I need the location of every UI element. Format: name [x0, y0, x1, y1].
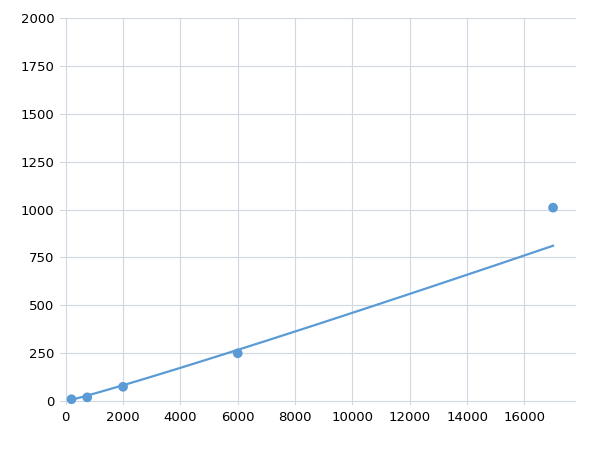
Point — [233, 350, 242, 357]
Point — [118, 383, 128, 391]
Point — [548, 204, 558, 211]
Point — [82, 394, 92, 401]
Point — [67, 396, 76, 403]
